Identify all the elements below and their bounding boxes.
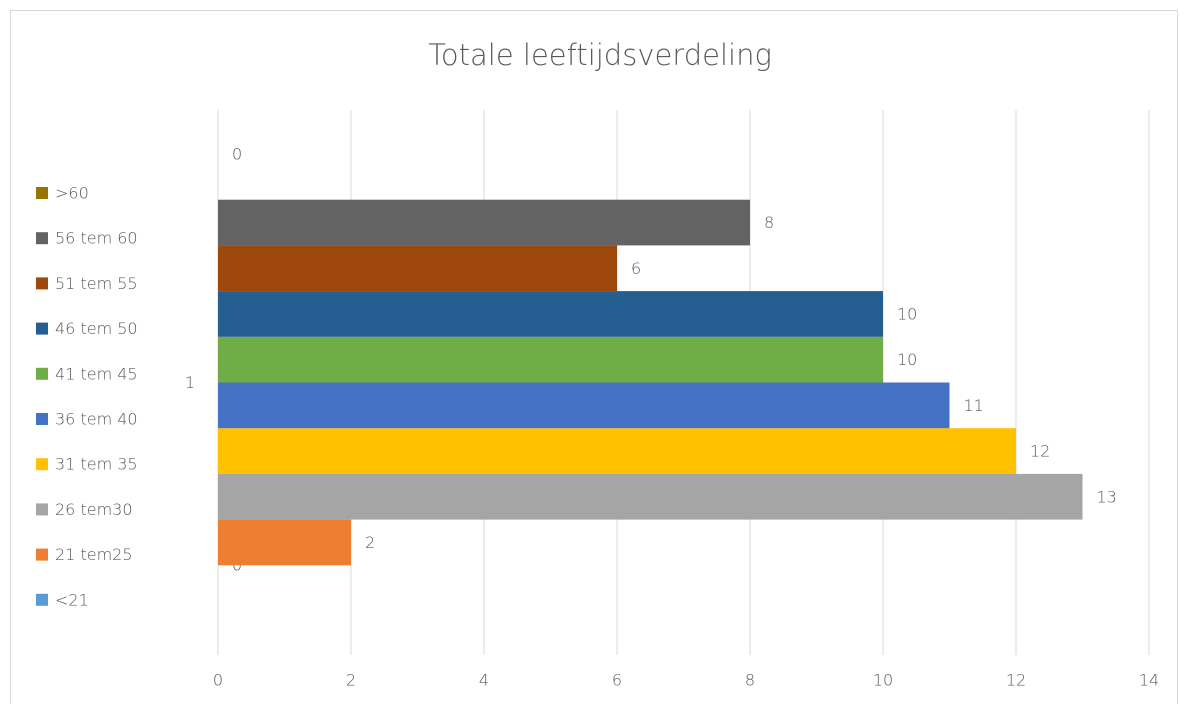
legend-swatch (36, 548, 48, 561)
x-tick-label: 6 (612, 671, 622, 690)
data-label: 8 (764, 213, 774, 232)
legend-label: 36 tem 40 (55, 410, 138, 429)
x-tick-label: 10 (873, 671, 893, 690)
x-tick-label: 4 (479, 671, 489, 690)
x-tick-label: 12 (1006, 671, 1026, 690)
legend-swatch (36, 277, 48, 290)
legend-label: 56 tem 60 (55, 229, 138, 248)
legend-swatch (36, 458, 48, 471)
data-label: 0 (232, 144, 242, 163)
bar (218, 519, 351, 566)
x-tick-label: 2 (346, 671, 356, 690)
legend-swatch (36, 367, 48, 380)
legend-swatch (36, 413, 48, 425)
x-tick-label: 14 (1139, 671, 1159, 690)
legend-swatch (36, 503, 48, 516)
legend-label: <21 (55, 590, 89, 609)
bar (218, 336, 883, 383)
legend-label: >60 (55, 184, 89, 203)
legend-swatch (36, 322, 48, 335)
data-label: 11 (964, 396, 984, 415)
legend-label: 21 tem25 (55, 545, 133, 564)
chart-title: Totale leeftijdsverdeling (428, 38, 772, 72)
data-label: 10 (897, 350, 917, 369)
data-label: 13 (1097, 487, 1117, 506)
bar (218, 473, 1083, 520)
bar (218, 382, 950, 429)
legend-swatch (36, 593, 48, 606)
data-label: 12 (1030, 442, 1050, 461)
bar (218, 199, 750, 246)
legend-label: 51 tem 55 (55, 274, 138, 293)
y-tick-label: 1 (185, 373, 195, 392)
legend-swatch (36, 187, 48, 199)
bar (218, 245, 617, 292)
legend-label: 31 tem 35 (55, 455, 138, 474)
x-tick-label: 8 (745, 671, 755, 690)
data-label: 2 (365, 533, 375, 552)
bar (218, 428, 1016, 474)
x-tick-label: 0 (213, 671, 223, 690)
bar (218, 291, 883, 337)
legend-swatch (36, 232, 48, 245)
data-label: 6 (631, 259, 641, 278)
legend-label: 26 tem30 (55, 500, 133, 519)
data-label: 10 (897, 304, 917, 323)
legend-label: 41 tem 45 (55, 364, 138, 383)
legend-label: 46 tem 50 (55, 319, 138, 338)
